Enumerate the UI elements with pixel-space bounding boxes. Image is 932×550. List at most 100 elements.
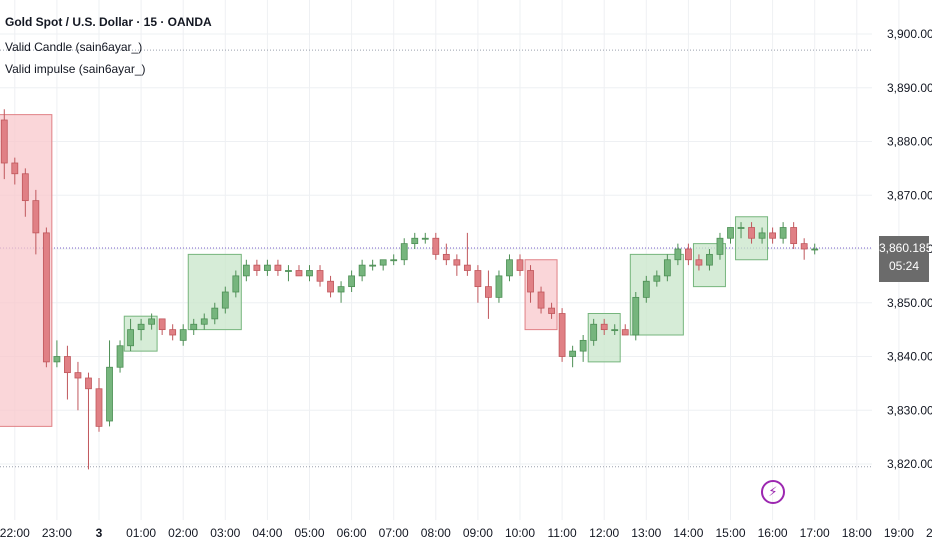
time-tick-label: 13:00: [631, 526, 661, 540]
candle-body: [316, 270, 324, 282]
candle-body: [411, 237, 419, 245]
candle: [42, 227, 50, 368]
candle-body: [442, 253, 450, 261]
candle: [695, 254, 703, 271]
candle: [800, 238, 808, 260]
candle: [190, 318, 198, 335]
candle: [590, 318, 598, 346]
candle-body: [706, 253, 713, 266]
indicator-valid-impulse[interactable]: Valid impulse (sain6ayar_): [5, 62, 146, 76]
candle-body: [474, 270, 482, 288]
indicator-valid-candle[interactable]: Valid Candle (sain6ayar_): [5, 40, 143, 54]
candle: [758, 227, 766, 244]
candle-body: [11, 162, 19, 175]
time-tick-label: 23:00: [42, 526, 72, 540]
candle: [632, 292, 640, 341]
candle-body: [116, 345, 124, 368]
time-tick-label: 04:00: [252, 526, 282, 540]
candle-body: [453, 259, 461, 266]
time-tick-label: 09:00: [463, 526, 493, 540]
candle: [400, 238, 408, 266]
candle-body: [590, 323, 598, 341]
candle-body: [221, 291, 229, 309]
time-tick-label: 15:00: [715, 526, 745, 540]
candle: [527, 265, 534, 303]
price-tick-label: 3,820.000: [887, 457, 932, 471]
candle: [106, 340, 113, 427]
candle-body: [642, 280, 650, 298]
candle: [285, 265, 292, 282]
candle-body: [737, 227, 745, 229]
candle: [85, 372, 92, 470]
time-tick-label: 14:00: [673, 526, 703, 540]
candle-body: [21, 173, 29, 202]
candle: [453, 254, 461, 276]
candle-body: [537, 291, 545, 309]
candle: [411, 232, 419, 249]
candle-body: [632, 296, 640, 336]
time-tick-label: 07:00: [379, 526, 409, 540]
candle: [706, 249, 713, 271]
candle-body: [32, 200, 40, 234]
candle-body: [685, 248, 692, 261]
candle: [579, 335, 587, 362]
candle-body: [327, 280, 334, 293]
time-tick-label: 02:00: [168, 526, 198, 540]
candle-body: [358, 264, 366, 277]
candle-body: [516, 259, 524, 271]
candle: [253, 259, 261, 276]
candle: [663, 254, 671, 282]
candles: [0, 109, 819, 470]
candle: [348, 270, 356, 292]
candle: [790, 222, 798, 249]
time-tick-label: 18:00: [842, 526, 872, 540]
candle: [211, 302, 219, 325]
candle-body: [137, 323, 145, 331]
candle-body: [232, 275, 240, 293]
lightning-icon[interactable]: ⚡: [761, 480, 785, 504]
candle-body: [506, 259, 513, 277]
candle: [158, 318, 166, 335]
candle: [769, 227, 776, 244]
candle-body: [811, 248, 819, 251]
dotted-levels: [0, 49, 872, 468]
price-tick-label: 3,890.000: [887, 81, 932, 95]
candle-body: [285, 270, 292, 272]
candle: [558, 308, 566, 362]
candle: [442, 243, 450, 266]
candle: [716, 232, 724, 260]
candle-body: [379, 259, 387, 266]
candle-body: [369, 264, 377, 267]
candle-body: [621, 329, 629, 336]
candle-body: [579, 339, 587, 352]
candle-body: [200, 318, 208, 325]
candle: [611, 324, 619, 335]
candle: [242, 259, 250, 282]
candle: [463, 232, 471, 276]
candle-body: [527, 270, 534, 293]
price-tick-label: 3,840.000: [887, 350, 932, 364]
candle-body: [390, 259, 398, 262]
price-tick-label: 3,870.000: [887, 188, 932, 202]
candle: [137, 318, 145, 341]
candle-body: [169, 329, 177, 336]
candle-body: [569, 350, 577, 357]
candle: [232, 270, 240, 298]
time-tick-label: 03:00: [210, 526, 240, 540]
candle-body: [421, 237, 429, 240]
candle: [337, 281, 345, 303]
candle: [200, 313, 208, 330]
candle-body: [263, 264, 271, 271]
bar-countdown: 05:24: [888, 259, 920, 273]
candle-body: [337, 286, 345, 293]
candle-body: [432, 237, 440, 255]
chart-title[interactable]: Gold Spot / U.S. Dollar · 15 · OANDA: [5, 15, 212, 29]
candle: [548, 302, 555, 319]
candle-body: [663, 259, 671, 277]
candle-body: [600, 323, 608, 331]
candle: [53, 340, 61, 368]
candle: [179, 324, 187, 346]
candle-body: [695, 259, 703, 266]
candle: [516, 254, 524, 276]
